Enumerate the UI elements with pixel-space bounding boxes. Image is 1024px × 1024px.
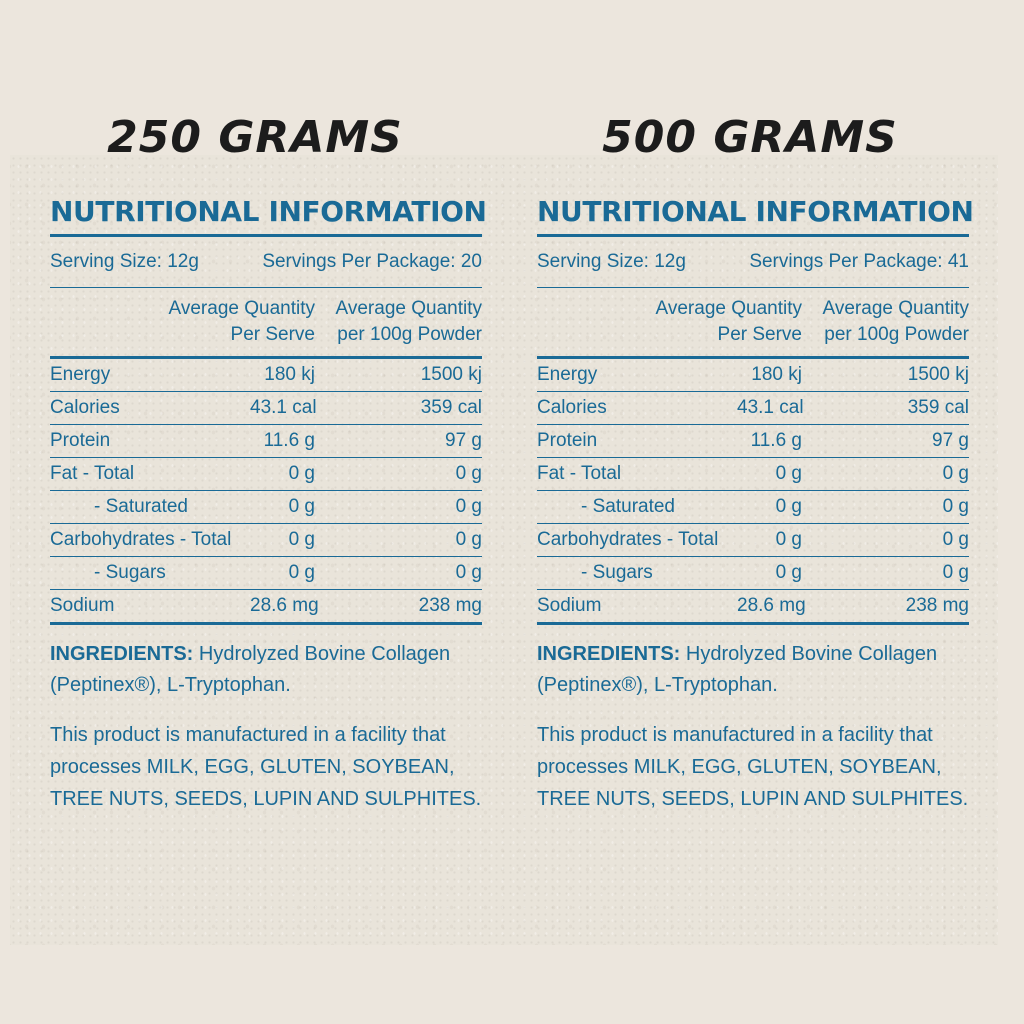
table-row: Calories 43.1 cal 359 cal	[50, 397, 482, 418]
allergen-statement: This product is manufactured in a facili…	[537, 724, 969, 810]
servings-per-package: Servings Per Package: 41	[749, 251, 969, 272]
table-row: Protein 11.6 g 97 g	[50, 430, 482, 451]
table-row: Protein 11.6 g 97 g	[537, 430, 969, 451]
table-row: - Sugars 0 g 0 g	[94, 562, 482, 583]
heading-500-grams: 500 GRAMS	[602, 112, 898, 163]
ingredients: INGREDIENTS: Hydrolyzed Bovine Collagen …	[50, 639, 482, 701]
column-headers: Average Quantity Per Serve Average Quant…	[50, 288, 482, 356]
divider	[50, 287, 482, 288]
paper-background	[10, 155, 998, 945]
title-divider	[537, 234, 969, 237]
serving-size: Serving Size: 12g	[537, 251, 686, 272]
ingredients-label: INGREDIENTS:	[50, 643, 194, 665]
divider	[537, 287, 969, 288]
serving-info: Serving Size: 12g Servings Per Package: …	[50, 237, 482, 287]
col-per-100g-header: Average Quantity per 100g Powder	[822, 298, 969, 345]
servings-per-package: Servings Per Package: 20	[262, 251, 482, 272]
table-row: - Saturated 0 g 0 g	[581, 496, 969, 517]
table-row: Carbohydrates - Total 0 g 0 g	[537, 529, 969, 550]
col-per-serve-header: Average Quantity Per Serve	[168, 298, 315, 345]
header-divider	[50, 356, 482, 359]
header-divider	[537, 356, 969, 359]
table-row: Carbohydrates - Total 0 g 0 g	[50, 529, 482, 550]
table-row: - Sugars 0 g 0 g	[581, 562, 969, 583]
table-row: Energy 180 kj 1500 kj	[50, 364, 482, 385]
panel-title: NUTRITIONAL INFORMATION	[50, 195, 487, 228]
nutrition-panel-250g: NUTRITIONAL INFORMATION Serving Size: 12…	[50, 190, 487, 815]
table-row: Sodium 28.6 mg 238 mg	[537, 595, 969, 616]
serving-size: Serving Size: 12g	[50, 251, 199, 272]
table-bottom-divider	[537, 622, 969, 625]
heading-250-grams: 250 GRAMS	[107, 112, 403, 163]
ingredients-label: INGREDIENTS:	[537, 643, 681, 665]
ingredients-text: Hydrolyzed Bovine Collagen (Peptinex®), …	[537, 643, 938, 696]
panel-title: NUTRITIONAL INFORMATION	[537, 195, 974, 228]
title-divider	[50, 234, 482, 237]
table-row: Energy 180 kj 1500 kj	[537, 364, 969, 385]
table-row: Calories 43.1 cal 359 cal	[537, 397, 969, 418]
table-row: - Saturated 0 g 0 g	[94, 496, 482, 517]
ingredients-text: Hydrolyzed Bovine Collagen (Peptinex®), …	[50, 643, 451, 696]
table-bottom-divider	[50, 622, 482, 625]
allergen-statement: This product is manufactured in a facili…	[50, 724, 482, 810]
table-row: Fat - Total 0 g 0 g	[537, 463, 969, 484]
ingredients: INGREDIENTS: Hydrolyzed Bovine Collagen …	[537, 639, 969, 701]
col-per-serve-header: Average Quantity Per Serve	[655, 298, 802, 345]
table-row: Sodium 28.6 mg 238 mg	[50, 595, 482, 616]
col-per-100g-header: Average Quantity per 100g Powder	[335, 298, 482, 345]
table-row: Fat - Total 0 g 0 g	[50, 463, 482, 484]
column-headers: Average Quantity Per Serve Average Quant…	[537, 288, 969, 356]
nutrition-panel-500g: NUTRITIONAL INFORMATION Serving Size: 12…	[537, 190, 974, 815]
serving-info: Serving Size: 12g Servings Per Package: …	[537, 237, 969, 287]
